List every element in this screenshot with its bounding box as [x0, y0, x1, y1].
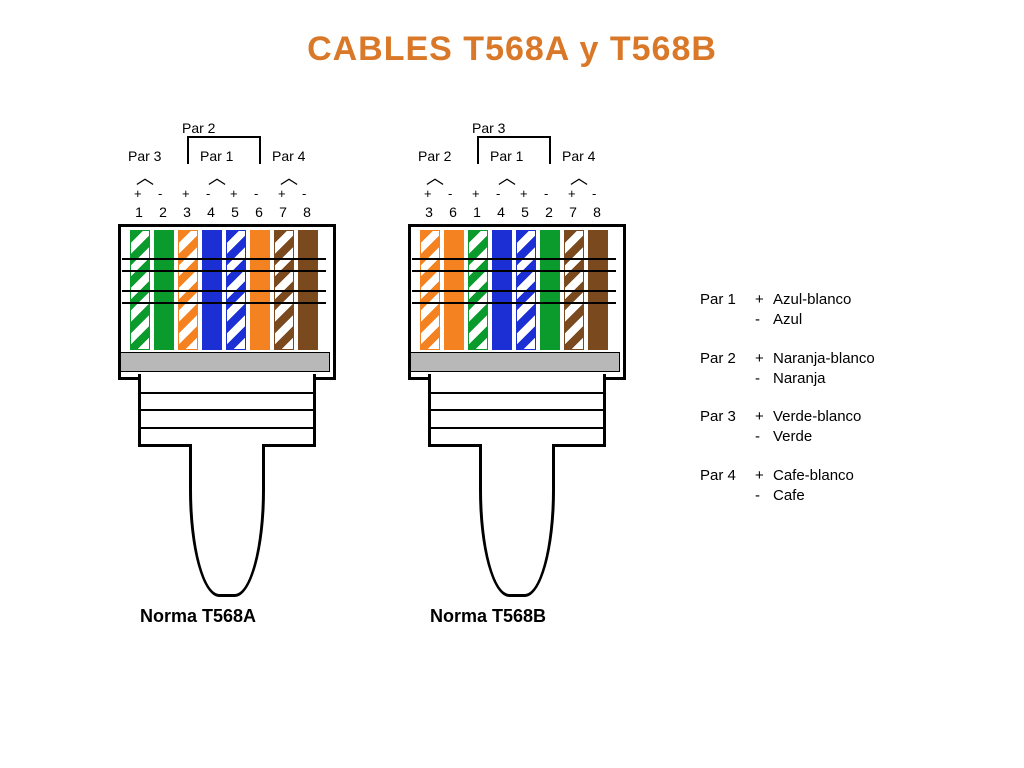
legend-par-label: Par 2 — [700, 349, 755, 369]
pin-number: 1 — [130, 204, 148, 220]
pin-number: 7 — [564, 204, 582, 220]
plus-sign: + — [755, 290, 773, 310]
pin-number: 1 — [468, 204, 486, 220]
pin-number: 6 — [444, 204, 462, 220]
pair-label: Par 3 — [128, 148, 161, 164]
diagram-area: Par 2Par 3︿Par 1︿Par 4︿+-+-+-+-12345678N… — [0, 120, 1024, 760]
pin-number: 3 — [178, 204, 196, 220]
strain-relief — [120, 352, 330, 372]
legend-minus-color: Verde — [773, 428, 812, 445]
legend-par-label: Par 1 — [700, 290, 755, 310]
legend-row: Par 4+Cafe-blanco-Cafe — [700, 466, 875, 507]
pin-number: 8 — [298, 204, 316, 220]
pair-label: Par 1 — [200, 148, 233, 164]
pair-label: Par 2 — [418, 148, 451, 164]
pin-number: 3 — [420, 204, 438, 220]
legend-row: Par 3+Verde-blanco-Verde — [700, 407, 875, 448]
pair-label: Par 4 — [272, 148, 305, 164]
plus-sign: + — [755, 407, 773, 427]
pin-number: 5 — [516, 204, 534, 220]
rj45-boot — [138, 374, 316, 447]
minus-sign: - — [755, 486, 773, 506]
color-legend: Par 1+Azul-blanco-AzulPar 2+Naranja-blan… — [700, 290, 875, 524]
connector-B: Par 3Par 2︿Par 1︿Par 4︿+-+-+-+-36145278N… — [385, 120, 645, 720]
pair-label: Par 4 — [562, 148, 595, 164]
pair-label: Par 1 — [490, 148, 523, 164]
connector-A: Par 2Par 3︿Par 1︿Par 4︿+-+-+-+-12345678N… — [95, 120, 355, 720]
pin-number: 4 — [202, 204, 220, 220]
pair-label-center: Par 3 — [472, 120, 505, 136]
cable — [479, 444, 555, 597]
plus-sign: + — [755, 349, 773, 369]
norma-label: Norma T568B — [430, 606, 546, 627]
title-text: CABLES T568A y T568B — [307, 30, 717, 68]
pin-number: 8 — [588, 204, 606, 220]
minus-sign: - — [755, 369, 773, 389]
pin-number: 7 — [274, 204, 292, 220]
minus-sign: - — [755, 310, 773, 330]
pin-number: 2 — [540, 204, 558, 220]
legend-plus-color: Naranja-blanco — [773, 350, 875, 367]
minus-sign: - — [755, 427, 773, 447]
page-title: CABLES T568A y T568B — [0, 30, 1024, 69]
pin-number: 6 — [250, 204, 268, 220]
norma-label: Norma T568A — [140, 606, 256, 627]
pair-label-center: Par 2 — [182, 120, 215, 136]
legend-minus-color: Azul — [773, 311, 802, 328]
cable — [189, 444, 265, 597]
pin-number: 2 — [154, 204, 172, 220]
legend-plus-color: Cafe-blanco — [773, 467, 854, 484]
strain-relief — [410, 352, 620, 372]
legend-par-label: Par 3 — [700, 407, 755, 427]
rj45-boot — [428, 374, 606, 447]
legend-minus-color: Naranja — [773, 370, 826, 387]
legend-plus-color: Verde-blanco — [773, 408, 861, 425]
plus-sign: + — [755, 466, 773, 486]
pin-number: 4 — [492, 204, 510, 220]
legend-plus-color: Azul-blanco — [773, 291, 851, 308]
pin-number: 5 — [226, 204, 244, 220]
legend-minus-color: Cafe — [773, 487, 805, 504]
legend-row: Par 2+Naranja-blanco-Naranja — [700, 349, 875, 390]
legend-par-label: Par 4 — [700, 466, 755, 486]
legend-row: Par 1+Azul-blanco-Azul — [700, 290, 875, 331]
